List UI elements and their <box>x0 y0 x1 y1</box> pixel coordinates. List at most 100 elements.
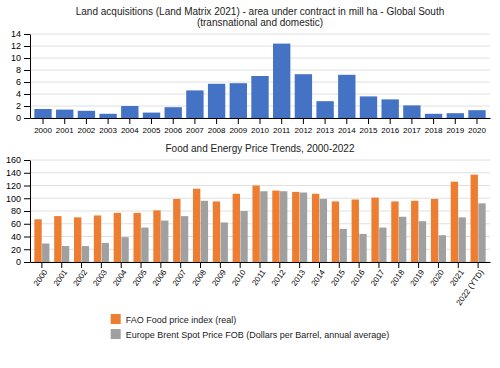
bar <box>82 246 89 262</box>
tick-mark <box>24 106 30 107</box>
tick-mark <box>455 118 456 124</box>
tick: 2000 <box>32 262 50 288</box>
tick-mark <box>24 224 30 225</box>
x-axis: 2000200120022003200420052006200720082009… <box>31 262 491 307</box>
tick-mark <box>339 262 340 268</box>
title: Land acquisitions (Land Matrix 2021) - a… <box>76 6 445 28</box>
tick-label: 2011 <box>273 126 291 135</box>
tick: 2008 <box>191 262 209 288</box>
tick: 2021 <box>448 262 466 288</box>
tick-label: 2001 <box>56 126 74 135</box>
tick-label: 2010 <box>230 268 248 288</box>
bar <box>471 175 478 262</box>
bar <box>121 237 128 262</box>
tick-label: 2004 <box>121 126 139 135</box>
tick: 10 <box>11 53 30 63</box>
tick-mark <box>368 118 369 124</box>
tick-label: 160 <box>6 155 21 165</box>
bar <box>280 191 287 262</box>
title: Food and Energy Price Trends, 2000-2022 <box>165 143 354 154</box>
tick-label: 2006 <box>164 126 182 135</box>
tick-mark <box>41 262 42 268</box>
y-axis: 02468101214 <box>11 29 31 123</box>
tick-label: 2014 <box>309 268 327 288</box>
tick-mark <box>260 262 261 268</box>
bar <box>221 222 228 262</box>
tick: 40 <box>11 232 30 242</box>
tick-label: 80 <box>11 206 21 216</box>
tick-mark <box>24 118 30 119</box>
grid <box>30 160 490 262</box>
tick-label: 2018 <box>425 126 443 135</box>
bar <box>295 74 312 118</box>
grid-line <box>30 172 490 173</box>
bar <box>102 243 109 262</box>
bar <box>54 216 61 262</box>
tick-mark <box>238 118 239 124</box>
tick: 80 <box>11 206 30 216</box>
tick-label: 2009 <box>210 268 228 288</box>
tick-label: 2008 <box>191 268 209 288</box>
tick: 2003 <box>91 262 109 288</box>
tick-label: 140 <box>6 168 21 178</box>
bar <box>419 221 426 262</box>
tick: 2006 <box>164 118 182 135</box>
tick-label: 2008 <box>208 126 226 135</box>
tick-mark <box>108 118 109 124</box>
bar <box>360 96 377 118</box>
grid-line <box>30 160 490 161</box>
tick: 2012 <box>294 118 312 135</box>
tick-mark <box>141 262 142 268</box>
tick-mark <box>24 160 30 161</box>
bar <box>233 194 240 262</box>
tick: 0 <box>16 113 30 123</box>
tick-label: 2003 <box>99 126 117 135</box>
legend-swatch <box>111 329 121 339</box>
tick-mark <box>24 173 30 174</box>
tick: 2018 <box>425 118 443 135</box>
tick: 2002 <box>72 262 90 288</box>
marks <box>34 44 485 118</box>
x-axis: 2000200120022003200420052006200720082009… <box>31 118 491 135</box>
tick-mark <box>24 186 30 187</box>
tick: 2003 <box>99 118 117 135</box>
tick: 2011 <box>250 262 268 287</box>
bar <box>34 109 51 118</box>
bar <box>439 235 446 262</box>
tick: 2005 <box>143 118 161 135</box>
tick: 2001 <box>56 118 74 135</box>
tick-label: 2019 <box>409 268 427 288</box>
bar <box>447 113 464 118</box>
tick-label: 2001 <box>52 268 70 288</box>
tick-mark <box>200 262 201 268</box>
bar <box>99 114 116 118</box>
bar <box>451 182 458 262</box>
bar <box>34 219 41 262</box>
tick: 0 <box>16 257 30 267</box>
legend-item: FAO Food price index (real) <box>111 314 237 325</box>
tick-label: 2000 <box>34 126 52 135</box>
tick-label: 2005 <box>131 268 149 288</box>
tick-label: 4 <box>16 89 21 99</box>
tick-mark <box>220 262 221 268</box>
grid-line <box>30 70 490 71</box>
grid-line <box>30 185 490 186</box>
tick-label: 2012 <box>294 126 312 135</box>
tick-label: 2016 <box>381 126 399 135</box>
bar <box>42 244 49 262</box>
bar <box>153 210 160 262</box>
tick-mark <box>24 198 30 199</box>
tick-mark <box>325 118 326 124</box>
tick-label: 12 <box>11 41 21 51</box>
tick-label: 2002 <box>72 268 90 288</box>
tick: 12 <box>11 41 30 51</box>
tick-mark <box>299 262 300 268</box>
tick-label: 6 <box>16 77 21 87</box>
bar <box>94 215 101 262</box>
tick: 2016 <box>349 262 367 288</box>
tick: 2008 <box>208 118 226 135</box>
tick-mark <box>24 94 30 95</box>
bar <box>272 191 279 262</box>
tick-label: 2003 <box>91 268 109 288</box>
tick: 2013 <box>290 262 308 288</box>
